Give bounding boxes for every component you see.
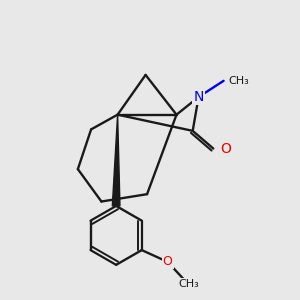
Text: CH₃: CH₃: [228, 76, 249, 86]
Text: O: O: [221, 142, 232, 155]
Text: O: O: [163, 255, 172, 268]
Text: N: N: [194, 90, 204, 104]
Text: CH₃: CH₃: [178, 279, 199, 289]
Polygon shape: [112, 115, 120, 206]
